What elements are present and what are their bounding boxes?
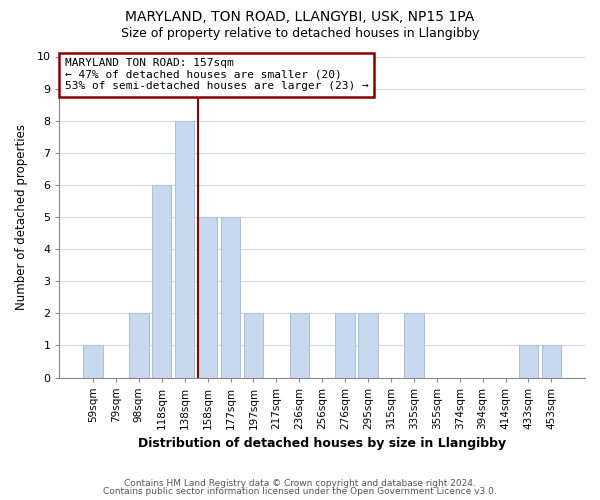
Text: Contains HM Land Registry data © Crown copyright and database right 2024.: Contains HM Land Registry data © Crown c… (124, 478, 476, 488)
Bar (152, 185, 172, 378)
Bar (542, 346, 561, 378)
Bar (244, 314, 263, 378)
Bar (358, 314, 378, 378)
Bar (404, 314, 424, 378)
Bar (290, 314, 309, 378)
Text: MARYLAND TON ROAD: 157sqm
← 47% of detached houses are smaller (20)
53% of semi-: MARYLAND TON ROAD: 157sqm ← 47% of detac… (65, 58, 368, 92)
Text: MARYLAND, TON ROAD, LLANGYBI, USK, NP15 1PA: MARYLAND, TON ROAD, LLANGYBI, USK, NP15 … (125, 10, 475, 24)
Bar (129, 314, 149, 378)
Bar (335, 314, 355, 378)
Text: Size of property relative to detached houses in Llangibby: Size of property relative to detached ho… (121, 28, 479, 40)
Bar (519, 346, 538, 378)
Y-axis label: Number of detached properties: Number of detached properties (15, 124, 28, 310)
Bar (198, 217, 217, 378)
Text: Contains public sector information licensed under the Open Government Licence v3: Contains public sector information licen… (103, 487, 497, 496)
Bar (175, 120, 194, 378)
Bar (221, 217, 240, 378)
X-axis label: Distribution of detached houses by size in Llangibby: Distribution of detached houses by size … (138, 437, 506, 450)
Bar (83, 346, 103, 378)
